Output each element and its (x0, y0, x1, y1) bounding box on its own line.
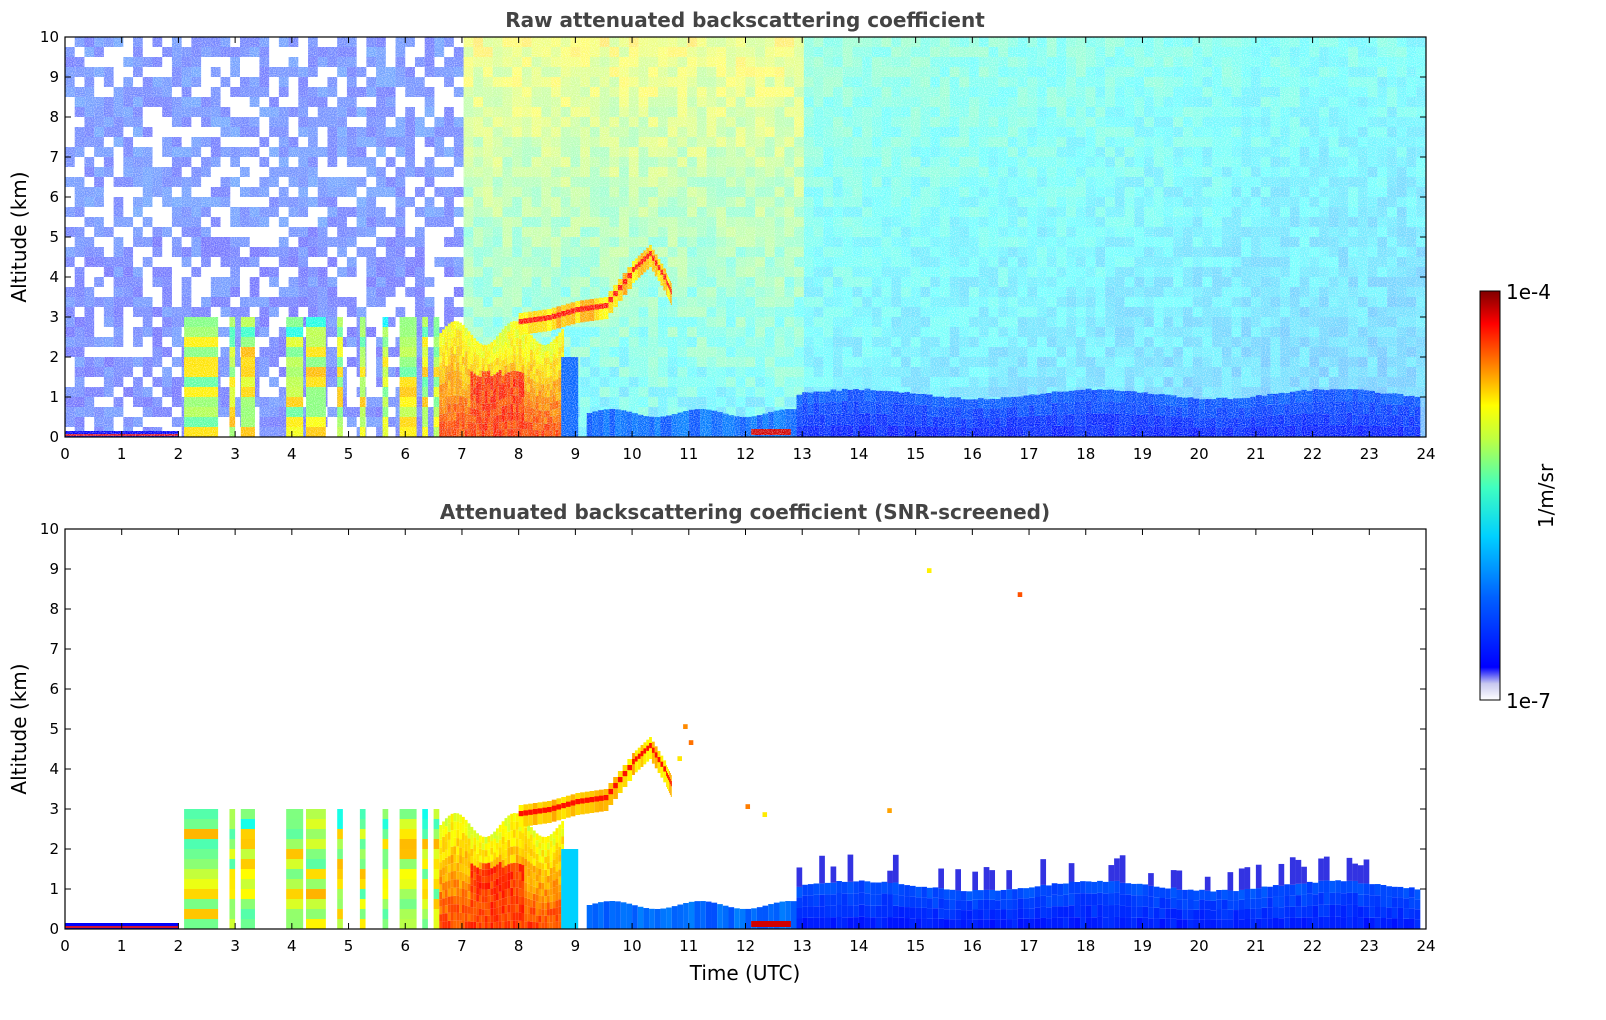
panel-raw-title: Raw attenuated backscattering coefficien… (505, 8, 985, 32)
panel-raw: Raw attenuated backscattering coefficien… (7, 8, 1436, 463)
panel-raw-plot (65, 37, 1426, 437)
